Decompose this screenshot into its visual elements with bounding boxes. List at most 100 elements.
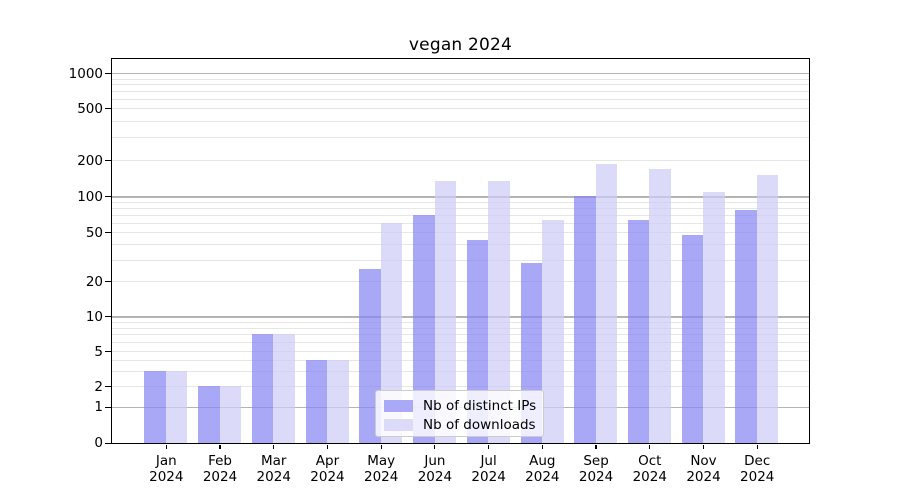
- x-tick-label-oct: Oct 2024: [632, 452, 667, 486]
- bar-distinct-ips-mar: [251, 334, 274, 443]
- x-tick-label-jan: Jan 2024: [149, 452, 184, 486]
- y-tick-label-50: 50: [85, 224, 103, 241]
- y-tick-label-5: 5: [94, 343, 103, 360]
- x-tick-label-feb: Feb 2024: [202, 452, 238, 486]
- bar-downloads-jul: [488, 180, 510, 443]
- gridline-minor-500: [111, 108, 809, 110]
- gridline-minor-8: [111, 327, 809, 329]
- bar-downloads-apr: [327, 359, 349, 443]
- gridline-minor-70: [111, 214, 809, 216]
- x-tick-label-aug: Aug 2024: [525, 452, 560, 486]
- x-tick-oct: [649, 444, 651, 449]
- y-tick-5: [105, 351, 111, 353]
- x-tick-sep: [595, 444, 597, 449]
- bar-distinct-ips-jun: [413, 214, 435, 443]
- x-tick-label-mar: Mar 2024: [256, 452, 291, 486]
- gridline-minor-40: [111, 244, 809, 246]
- y-tick-label-200: 200: [77, 152, 103, 169]
- bar-distinct-ips-jan: [144, 370, 166, 443]
- legend-item-distinct-ips: Nb of distinct IPs: [376, 396, 543, 415]
- y-tick-200: [105, 160, 111, 162]
- gridline-minor-700: [111, 91, 809, 93]
- y-tick-label-100: 100: [77, 188, 103, 205]
- gridline-minor-900: [111, 78, 809, 80]
- x-tick-label-sep: Sep 2024: [578, 452, 614, 486]
- x-tick-aug: [541, 444, 543, 449]
- bar-downloads-oct: [649, 168, 671, 443]
- gridline-minor-30: [111, 259, 809, 261]
- bar-downloads-feb: [219, 386, 242, 443]
- y-tick-500: [105, 107, 111, 110]
- y-tick-1000: [105, 72, 111, 75]
- bar-distinct-ips-sep: [574, 196, 596, 443]
- y-tick-0: [105, 442, 111, 444]
- gridline-minor-20: [111, 281, 809, 283]
- gridline-minor-600: [111, 98, 809, 100]
- gridline-minor-90: [111, 201, 809, 203]
- legend-swatch-downloads: [384, 418, 413, 431]
- gridline-minor-80: [111, 207, 809, 209]
- legend-label-distinct-ips: Nb of distinct IPs: [423, 397, 537, 414]
- x-tick-mar: [273, 444, 275, 449]
- gridline-minor-2: [111, 386, 809, 388]
- bar-distinct-ips-feb: [198, 386, 220, 443]
- y-tick-10: [105, 316, 111, 318]
- y-tick-50: [105, 232, 111, 234]
- bar-downloads-nov: [703, 192, 725, 443]
- gridline-minor-400: [111, 120, 809, 122]
- bar-downloads-aug: [542, 219, 564, 443]
- legend-label-downloads: Nb of downloads: [423, 416, 536, 433]
- x-tick-label-nov: Nov 2024: [686, 452, 721, 486]
- gridline-major-100: [111, 196, 809, 198]
- x-tick-label-dec: Dec 2024: [740, 452, 775, 486]
- x-tick-label-may: May 2024: [363, 452, 399, 486]
- gridline-minor-50: [111, 232, 809, 234]
- gridline-minor-9: [111, 321, 809, 323]
- gridline-major-1000: [111, 73, 809, 75]
- bar-downloads-mar: [273, 334, 295, 443]
- y-tick-label-500: 500: [77, 100, 103, 117]
- x-tick-nov: [702, 444, 705, 449]
- x-tick-label-jun: Jun 2024: [417, 452, 453, 486]
- y-tick-label-2: 2: [94, 378, 103, 395]
- gridline-minor-6: [111, 342, 809, 344]
- plot-area: [110, 58, 810, 444]
- x-tick-dec: [756, 444, 758, 449]
- bar-downloads-jun: [434, 180, 457, 443]
- legend: Nb of distinct IPs Nb of downloads: [375, 390, 544, 437]
- gridline-minor-60: [111, 222, 809, 224]
- bar-downloads-sep: [595, 163, 618, 443]
- gridline-minor-200: [111, 160, 809, 162]
- y-tick-100: [105, 196, 111, 198]
- bar-distinct-ips-apr: [305, 359, 328, 443]
- legend-swatch-distinct-ips: [384, 399, 413, 412]
- y-tick-label-1000: 1000: [68, 65, 103, 82]
- gridline-minor-4: [111, 359, 809, 361]
- gridline-minor-800: [111, 84, 809, 86]
- y-tick-label-1: 1: [94, 399, 103, 416]
- bar-downloads-dec: [756, 175, 779, 443]
- x-tick-may: [380, 444, 382, 449]
- gridline-minor-5: [111, 351, 809, 353]
- bar-distinct-ips-dec: [735, 209, 757, 443]
- x-tick-label-jul: Jul 2024: [471, 452, 506, 486]
- bar-distinct-ips-oct: [627, 219, 650, 443]
- x-tick-jun: [434, 444, 436, 449]
- bar-distinct-ips-nov: [681, 234, 704, 443]
- x-tick-jan: [165, 444, 167, 449]
- y-tick-1: [105, 406, 111, 408]
- bar-downloads-jan: [165, 370, 188, 443]
- y-tick-label-0: 0: [94, 435, 103, 452]
- x-tick-label-apr: Apr 2024: [310, 452, 345, 486]
- x-tick-apr: [326, 444, 329, 449]
- gridline-minor-300: [111, 137, 809, 139]
- y-tick-20: [105, 281, 111, 283]
- x-tick-jul: [488, 444, 490, 449]
- chart-title: vegan 2024: [408, 35, 513, 55]
- y-tick-label-10: 10: [85, 308, 103, 325]
- gridline-minor-7: [111, 334, 809, 336]
- gridline-major-10: [111, 316, 809, 318]
- legend-item-downloads: Nb of downloads: [376, 415, 543, 434]
- y-tick-2: [105, 386, 111, 388]
